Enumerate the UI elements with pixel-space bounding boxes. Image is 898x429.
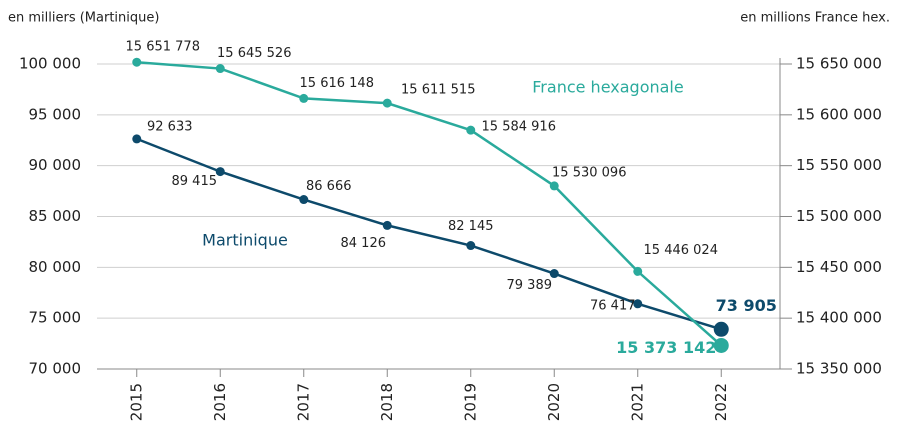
line [136,137,722,331]
data-label: 15 584 916 [482,120,556,135]
series-label: France hexagonale [532,78,683,97]
point [549,181,559,191]
point [299,195,309,205]
data-label: 15 530 096 [552,165,626,180]
point [713,337,729,353]
point [132,134,142,144]
data-label: 15 373 142 [616,338,716,357]
point [382,98,392,108]
point [215,64,225,74]
series-label: Martinique [202,231,288,250]
x-tick-label: 2022 [712,383,730,421]
point [215,167,225,177]
point [132,57,142,67]
y2-tick-label: 15 550 000 [796,156,882,174]
point [633,299,643,309]
data-label: 82 145 [448,219,494,234]
data-label: 15 616 148 [300,76,374,91]
x-tick-label: 2020 [545,383,563,421]
data-label: 73 905 [716,296,777,315]
y-tick-label: 95 000 [29,105,82,123]
point [549,269,559,279]
y2-tick-label: 15 500 000 [796,207,882,225]
y2-tick-label: 15 650 000 [796,55,882,73]
y2-axis-label: en millions France hex. [740,11,890,26]
y2-tick-label: 15 400 000 [796,309,882,327]
point [713,321,729,337]
line [136,60,723,347]
y-axis-label: en milliers (Martinique) [8,11,159,26]
data-label: 79 389 [507,278,553,293]
data-label: 84 126 [341,236,387,251]
point [466,125,476,135]
y-tick-label: 70 000 [29,360,82,378]
x-tick-label: 2017 [294,383,312,421]
y2-tick-label: 15 450 000 [796,258,882,276]
y-tick-label: 90 000 [29,156,82,174]
data-label: 92 633 [147,119,193,134]
data-label: 15 446 024 [644,243,718,258]
x-tick-label: 2016 [211,383,229,421]
y2-tick-label: 15 350 000 [796,360,882,378]
y-tick-label: 80 000 [29,258,82,276]
y2-tick-label: 15 600 000 [796,105,882,123]
y-tick-label: 75 000 [29,309,82,327]
point [299,93,309,103]
data-label: 89 415 [172,174,218,189]
point [466,241,476,251]
point [382,220,392,230]
point [633,266,643,276]
y-tick-label: 85 000 [29,207,82,225]
x-tick-label: 2021 [628,383,646,421]
y-tick-label: 100 000 [19,55,81,73]
x-tick-label: 2019 [461,383,479,421]
data-label: 86 666 [306,179,352,194]
x-tick-label: 2018 [378,383,396,421]
x-tick-label: 2015 [127,383,145,421]
data-label: 15 645 526 [217,46,291,61]
data-label: 15 651 778 [126,40,200,55]
data-label: 15 611 515 [401,83,475,98]
data-label: 76 417 [590,298,636,313]
